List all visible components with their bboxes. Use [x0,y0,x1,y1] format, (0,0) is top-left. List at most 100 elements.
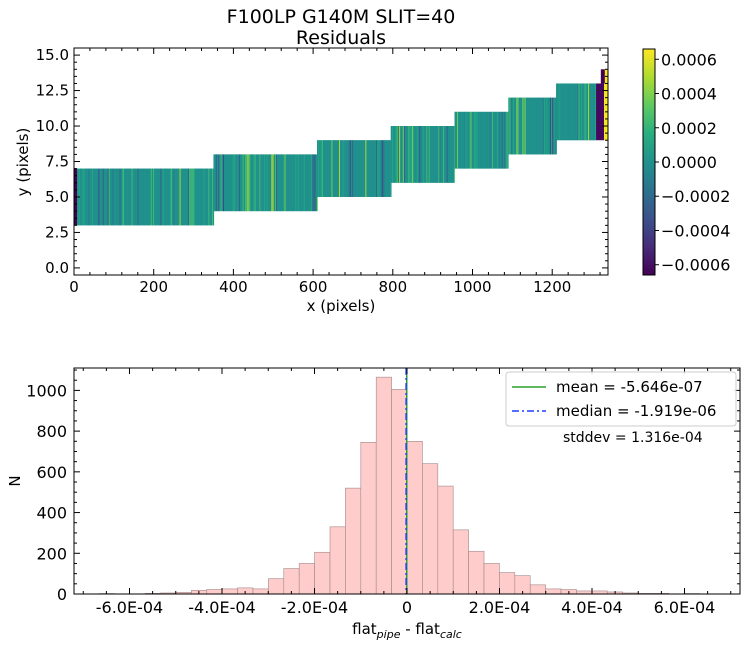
heatmap-stripe [352,140,353,197]
heatmap-stripe [576,83,577,140]
heatmap-stripe [204,169,205,226]
residuals-histogram: -6.0E-04 -4.0E-04 -2.0E-04 0 2.0E-04 4.0E-04 6… [6,368,740,641]
heatmap-stripe [444,126,445,183]
heatmap-stripe [289,154,290,211]
heatmap-stripe [275,154,276,211]
heatmap-stripe [536,98,537,155]
heatmap-stripe [323,140,324,197]
heatmap-stripe [399,126,400,183]
x-tick-label: -2.0E-04 [281,598,348,617]
heatmap-stripe [516,98,517,155]
heatmap-segment [564,83,596,140]
heatmap-stripe [228,154,229,211]
heatmap-stripe [322,140,323,197]
heatmap-stripe [549,98,550,155]
heatmap-stripe [219,154,220,211]
heatmap-stripe [411,126,412,183]
heatmap-segment [391,126,405,183]
heatmap-stripe [456,112,457,169]
heatmap-stripe [329,140,330,197]
heatmap-stripe [462,112,463,169]
heatmap-stripe [585,83,586,140]
heatmap-stripe [294,154,295,211]
heatmap-stripe [283,154,284,211]
heatmap-stripe [376,140,377,197]
heatmap-stripe [297,154,298,211]
heatmap-stripe [436,126,437,183]
histogram-bar [299,563,314,594]
heatmap-stripe [285,154,286,211]
heatmap-stripe [292,154,293,211]
heatmap-stripe [392,126,393,183]
heatmap-stripe [571,83,572,140]
heatmap-stripe [465,112,466,169]
heatmap-stripe [127,169,128,226]
heatmap-stripe [586,83,587,140]
heatmap-stripe [467,112,468,169]
heatmap-stripe [341,140,342,197]
heatmap-stripe [230,154,231,211]
heatmap-stripe [133,169,134,226]
heatmap-stripe [200,169,201,226]
heatmap-stripe [561,83,562,140]
heatmap-stripe [450,126,451,183]
heatmap-stripe [154,169,155,226]
heatmap-stripe [145,169,146,226]
heatmap-stripe [591,83,592,140]
heatmap-stripe [402,126,403,183]
heatmap-stripe [271,154,272,211]
heatmap-stripe [521,98,522,155]
heatmap-stripe [425,126,426,183]
heatmap-stripe [313,154,314,211]
y-tick-label: 2.5 [45,223,69,241]
heatmap-stripe [315,154,316,211]
heatmap-stripe [172,169,173,226]
heatmap-stripe [239,154,240,211]
heatmap-stripe [333,140,334,197]
heatmap-stripe [217,154,218,211]
heatmap-stripe [361,140,362,197]
heatmap-stripe [174,169,175,226]
heatmap-stripe [94,169,95,226]
heatmap-stripe [513,98,514,155]
heatmap-stripe [580,83,581,140]
heatmap-stripe [510,98,511,155]
legend-mean-label: mean = -5.646e-07 [556,378,703,396]
heatmap-stripe [525,98,526,155]
heatmap-stripe [243,154,244,211]
histogram-x-axis-label: flatpipe - flatcalc [352,620,462,641]
heatmap-stripe [469,112,470,169]
heatmap-stripe [408,126,409,183]
heatmap-stripe [234,154,235,211]
y-tick-label: 15.0 [36,46,69,64]
heatmap-stripe [577,83,578,140]
heatmap-stripe [135,169,136,226]
heatmap-stripe [148,169,149,226]
heatmap-stripe [537,98,538,155]
heatmap-stripe [99,169,100,226]
heatmap-stripe [351,140,352,197]
heatmap-stripe [403,126,404,183]
heatmap-stripe [522,98,523,155]
heatmap-stripe [100,169,101,226]
heatmap-stripe [279,154,280,211]
heatmap-stripe [150,169,151,226]
histogram-bar [222,589,237,594]
heatmap-stripe [110,169,111,226]
heatmap-stripe [291,154,292,211]
heatmap-stripe [183,169,184,226]
heatmap-stripe [97,169,98,226]
y-tick-label: 800 [36,422,67,441]
heatmap-stripe [581,83,582,140]
heatmap-stripe [277,154,278,211]
heatmap-stripe [448,126,449,183]
heatmap-stripe [364,140,365,197]
x-tick-label: 600 [299,278,328,296]
heatmap-stripe [96,169,97,226]
heatmap-stripe [244,154,245,211]
heatmap-stripe [263,154,264,211]
heatmap-stripe [192,169,193,226]
heatmap-stripe [406,126,407,183]
heatmap-stripe [165,169,166,226]
